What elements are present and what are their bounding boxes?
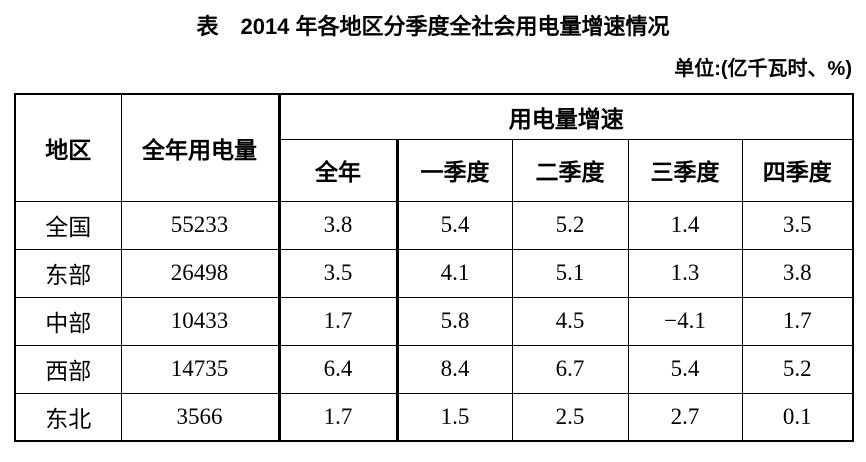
region-label: 东北 bbox=[14, 392, 122, 442]
growth-q1: 8.4 bbox=[395, 344, 513, 394]
annual-value: 3566 bbox=[120, 392, 280, 442]
header-q3: 三季度 bbox=[627, 138, 743, 202]
growth-full-year: 1.7 bbox=[277, 392, 398, 442]
growth-q3: 5.4 bbox=[627, 344, 743, 394]
region-label: 中部 bbox=[14, 296, 122, 346]
growth-q1: 5.8 bbox=[395, 296, 513, 346]
growth-q1: 5.4 bbox=[395, 200, 513, 250]
table-row-central: 中部 10433 1.7 5.8 4.5 −4.1 1.7 bbox=[14, 296, 854, 346]
region-label: 全国 bbox=[14, 200, 122, 250]
table-row-national: 全国 55233 3.8 5.4 5.2 1.4 3.5 bbox=[14, 200, 854, 250]
region-label: 西部 bbox=[14, 344, 122, 394]
growth-q1: 1.5 bbox=[395, 392, 513, 442]
header-q4: 四季度 bbox=[741, 138, 854, 202]
growth-q3: 1.3 bbox=[627, 248, 743, 298]
growth-q2: 5.1 bbox=[511, 248, 629, 298]
growth-q2: 4.5 bbox=[511, 296, 629, 346]
growth-q2: 5.2 bbox=[511, 200, 629, 250]
header-q1: 一季度 bbox=[395, 138, 513, 202]
header-q2: 二季度 bbox=[511, 138, 629, 202]
growth-q3: −4.1 bbox=[627, 296, 743, 346]
growth-q3: 1.4 bbox=[627, 200, 743, 250]
table-row-west: 西部 14735 6.4 8.4 6.7 5.4 5.2 bbox=[14, 344, 854, 394]
table-title: 表 2014 年各地区分季度全社会用电量增速情况 bbox=[196, 14, 670, 39]
header-region: 地区 bbox=[14, 93, 122, 202]
growth-q4: 3.5 bbox=[741, 200, 854, 250]
growth-q1: 4.1 bbox=[395, 248, 513, 298]
table-row-east: 东部 26498 3.5 4.1 5.1 1.3 3.8 bbox=[14, 248, 854, 298]
growth-q4: 5.2 bbox=[741, 344, 854, 394]
header-annual-consumption: 全年用电量 bbox=[120, 93, 280, 202]
growth-q2: 6.7 bbox=[511, 344, 629, 394]
annual-value: 26498 bbox=[120, 248, 280, 298]
growth-q2: 2.5 bbox=[511, 392, 629, 442]
unit-note: 单位:(亿千瓦时、%) bbox=[674, 58, 852, 80]
region-label: 东部 bbox=[14, 248, 122, 298]
growth-q3: 2.7 bbox=[627, 392, 743, 442]
annual-value: 14735 bbox=[120, 344, 280, 394]
header-growth-group: 用电量增速 bbox=[277, 93, 854, 140]
document-page: 表 2014 年各地区分季度全社会用电量增速情况 单位:(亿千瓦时、%) 地区 … bbox=[14, 14, 854, 442]
growth-full-year: 1.7 bbox=[277, 296, 398, 346]
electricity-growth-table: 地区 全年用电量 用电量增速 全年 一季度 二季度 三季度 四季度 全国 552… bbox=[14, 93, 854, 442]
table-row-northeast: 东北 3566 1.7 1.5 2.5 2.7 0.1 bbox=[14, 392, 854, 442]
header-full-year: 全年 bbox=[277, 138, 398, 202]
growth-q4: 1.7 bbox=[741, 296, 854, 346]
annual-value: 55233 bbox=[120, 200, 280, 250]
growth-full-year: 3.8 bbox=[277, 200, 398, 250]
growth-full-year: 3.5 bbox=[277, 248, 398, 298]
growth-full-year: 6.4 bbox=[277, 344, 398, 394]
growth-q4: 0.1 bbox=[741, 392, 854, 442]
annual-value: 10433 bbox=[120, 296, 280, 346]
growth-q4: 3.8 bbox=[741, 248, 854, 298]
